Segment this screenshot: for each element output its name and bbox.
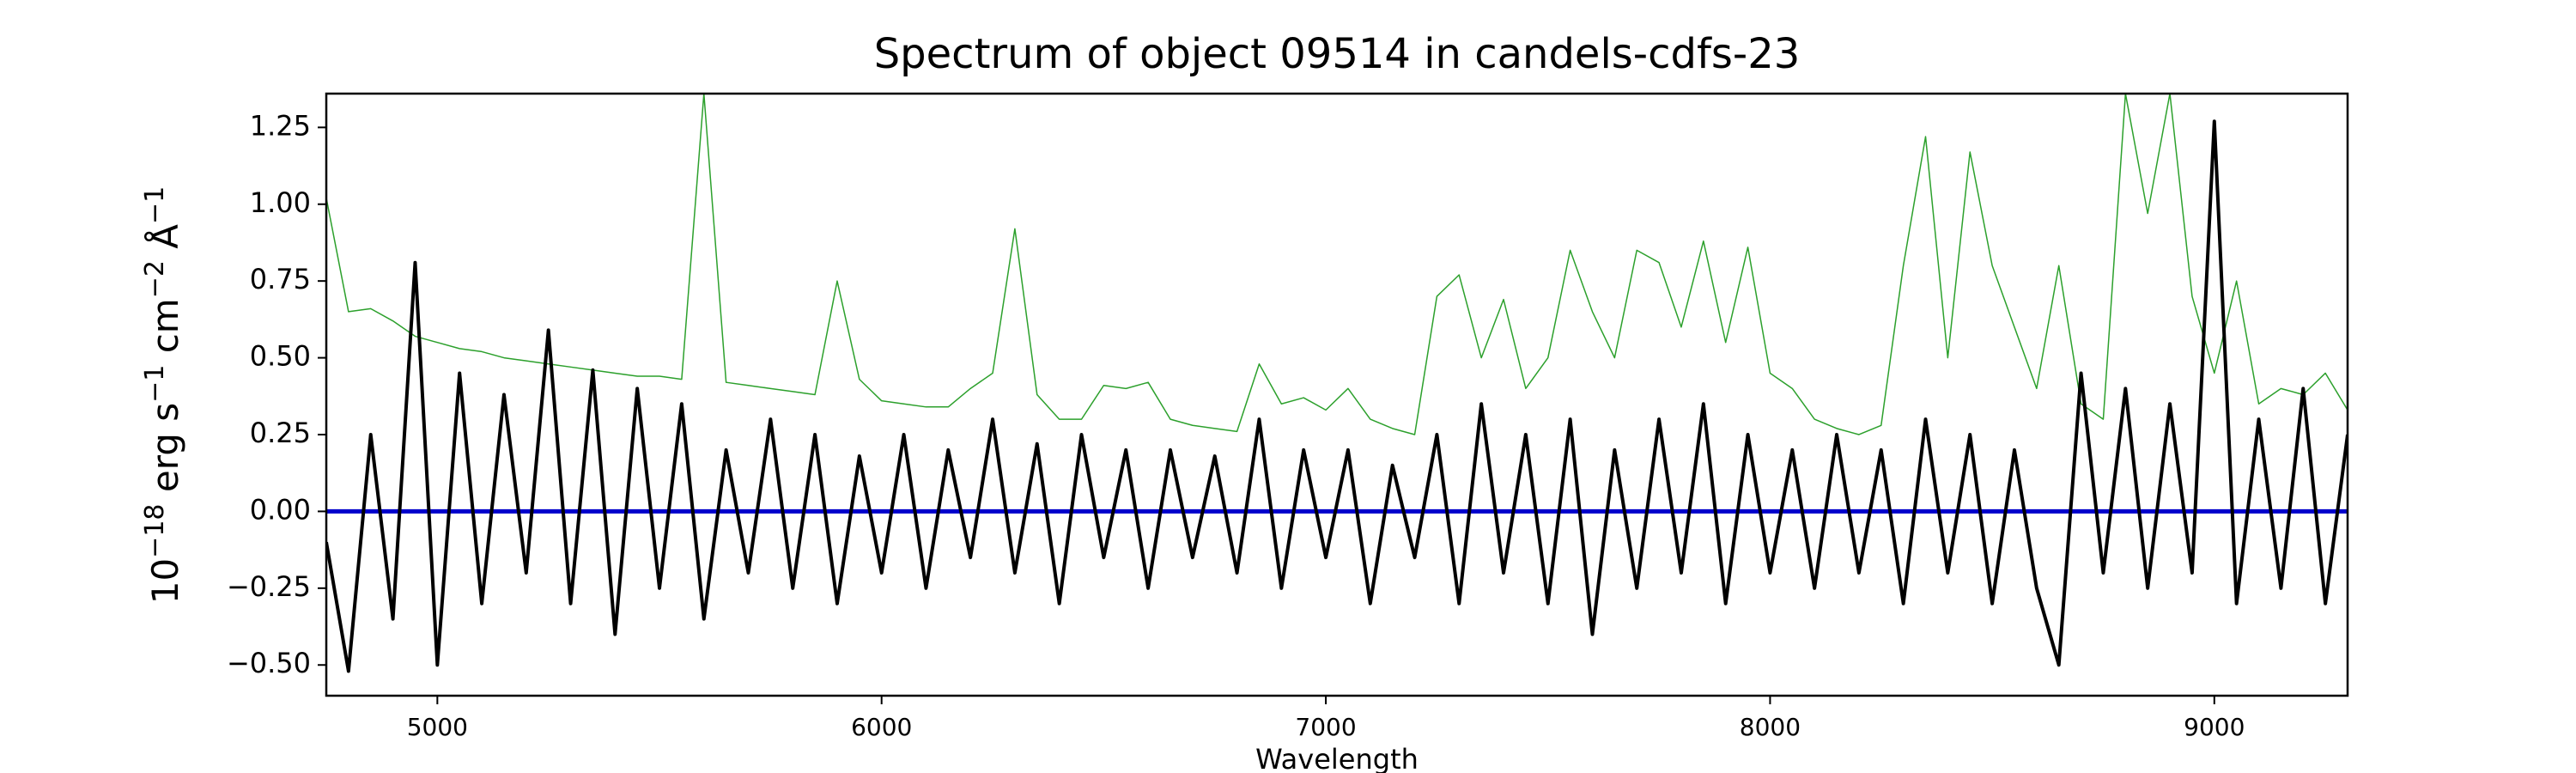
y-tick-label: 0.75 [250, 263, 311, 295]
y-tick-label: 0.00 [250, 493, 311, 526]
y-label-exponent: −18 [140, 504, 170, 558]
y-tick-label: 1.25 [250, 109, 311, 142]
y-label-text: cm [144, 298, 186, 364]
y-tick-label: 1.00 [250, 186, 311, 219]
plot-area [326, 94, 2348, 673]
y-axis-label: 10−18 erg s−1 cm−2 Å−1 [140, 186, 186, 605]
y-tick-label: −0.25 [227, 570, 311, 603]
y-label-exponent: −2 [140, 260, 170, 298]
y-tick-label: −0.50 [227, 647, 311, 679]
x-tick-label: 5000 [407, 713, 468, 741]
y-tick-label: 0.50 [250, 340, 311, 373]
x-tick-label: 7000 [1295, 713, 1356, 741]
series-line [326, 119, 2348, 673]
y-label-exponent: −1 [140, 365, 170, 403]
y-label-text: erg s [144, 403, 186, 504]
series-line [326, 94, 2348, 435]
chart-title: Spectrum of object 09514 in candels-cdfs… [874, 30, 1801, 78]
y-label-text: Å [143, 224, 186, 260]
y-label-text: 10 [144, 558, 186, 604]
x-tick-label: 9000 [2184, 713, 2245, 741]
x-axis-label: Wavelength [1255, 743, 1419, 773]
axes-frame [325, 92, 2349, 697]
x-tick-label: 6000 [851, 713, 912, 741]
y-label-exponent: −1 [140, 186, 170, 224]
y-tick-label: 0.25 [250, 417, 311, 449]
x-tick-label: 8000 [1740, 713, 1801, 741]
